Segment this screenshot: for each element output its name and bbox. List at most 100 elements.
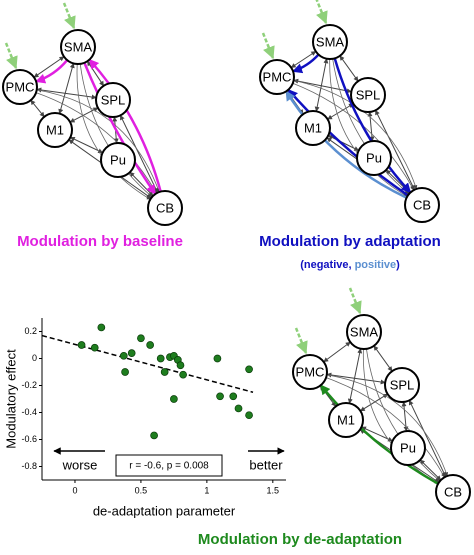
negative: negative [304,259,349,271]
modulated-connection [285,90,408,199]
point [213,354,222,363]
y-tick-label: 0.2 [24,326,37,336]
connection [329,58,408,197]
node [292,354,328,390]
point [176,361,185,370]
x-tick-label: 1.5 [267,485,280,495]
node [60,29,96,65]
point [119,351,128,360]
modulated-connection [88,58,162,192]
network-title: Modulation by baseline [17,233,183,250]
connection [69,107,99,123]
modulated-connection [35,59,69,84]
y-axis-label: Modulatory effect [3,349,18,449]
connection [30,99,45,118]
connection [408,399,447,478]
y-tick-label: 0 [32,353,37,363]
network-subtitle: (negative, positive) [300,259,400,271]
stats-label: r = -0.6, p = 0.008 [129,461,209,472]
comma: , [349,259,352,271]
input-arrow [315,0,328,25]
connection [323,341,351,363]
connection [76,63,151,200]
connection [35,92,157,194]
point [97,323,106,332]
y-tick-label: -0.4 [21,407,37,417]
input-arrow [294,327,308,355]
node-label: M1 [46,122,64,137]
point [179,370,187,379]
node-label: SPL [390,377,415,392]
node-label: CB [444,484,462,499]
point [160,368,169,376]
connection [373,345,393,372]
y-tick-label: -0.8 [21,461,37,471]
node [37,112,73,148]
connection [347,348,363,404]
point [156,354,165,363]
network-title: Modulation by de-adaptation [198,531,402,548]
node [404,187,440,223]
fit-line [41,334,254,393]
node [259,59,295,95]
input-arrow [62,2,76,30]
node [2,69,38,105]
node-label: CB [413,197,431,212]
paren: ( [300,259,304,271]
node-label: SMA [316,34,345,49]
node-label: SMA [350,324,379,339]
worse-label: worse [62,457,98,472]
input-arrow [4,42,18,70]
x-tick-label: 0 [72,485,77,495]
modulated-connection [292,53,320,74]
node [100,142,136,178]
node-label: Pu [366,150,382,165]
modulated-connection [333,57,412,194]
connection [79,63,153,198]
node-label: Pu [110,152,126,167]
node-label: CB [156,200,174,215]
node-label: M1 [304,120,322,135]
point [216,392,224,401]
connection [326,372,386,385]
node [295,110,331,146]
node [435,474,471,510]
point [234,404,243,413]
node [356,140,392,176]
modulated-connection [319,384,439,485]
node [350,77,386,113]
input-arrow [348,287,362,315]
connection [332,58,410,195]
node-label: SMA [64,39,93,54]
connection [375,109,415,191]
y-tick-label: -0.6 [21,434,37,444]
point [121,368,129,376]
node-label: Pu [400,440,416,455]
connection [366,348,441,482]
network-title: Modulation by adaptation [259,233,441,250]
point [127,349,136,357]
node [147,190,183,226]
connection [401,401,409,432]
point [229,392,238,401]
y-tick-label: -0.2 [21,380,37,390]
x-tick-label: 1 [204,485,209,495]
node-label: SPL [356,87,381,102]
better-label: better [249,457,283,472]
modulated-connection [83,62,157,195]
node [346,314,382,350]
stats-box [115,454,223,477]
point [77,341,86,349]
point [170,395,178,403]
connection [36,87,97,100]
x-tick-label: 0.5 [135,485,148,495]
connection [339,55,359,82]
point [90,343,99,352]
input-arrow [261,32,275,60]
node [312,24,348,60]
node-label: SPL [101,92,126,107]
point [150,431,158,440]
node [328,402,364,438]
connection [325,377,445,478]
